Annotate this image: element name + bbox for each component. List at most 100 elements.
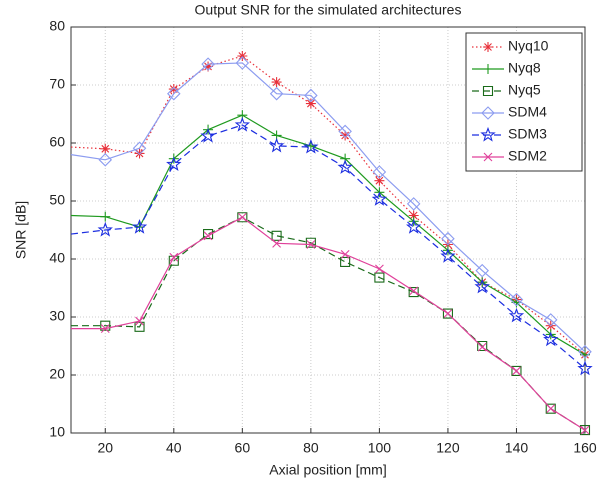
marker (543, 331, 559, 347)
marker (303, 139, 319, 154)
y-tick-label: 40 (49, 250, 65, 266)
x-axis-label: Axial position [mm] (269, 462, 386, 478)
marker (100, 320, 111, 331)
marker (338, 124, 352, 139)
marker (408, 210, 419, 221)
legend-marker (482, 85, 494, 97)
marker (405, 219, 422, 234)
marker (268, 137, 285, 153)
marker (545, 403, 556, 414)
marker (509, 292, 524, 307)
marker (237, 51, 248, 61)
marker (578, 345, 592, 359)
marker (235, 56, 250, 70)
marker (100, 211, 111, 222)
marker (272, 238, 281, 248)
marker (371, 191, 388, 206)
y-tick-label: 60 (49, 134, 65, 150)
chart-title: Output SNR for the simulated architectur… (195, 2, 462, 18)
marker (304, 88, 318, 103)
marker (200, 127, 216, 143)
marker (234, 116, 250, 132)
legend-label: Nyq5 (508, 82, 541, 98)
marker (443, 309, 453, 318)
marker (477, 342, 487, 352)
marker (131, 219, 148, 234)
x-tick-label: 40 (166, 440, 182, 456)
legend-marker (480, 126, 496, 142)
series-line (70, 62, 586, 353)
marker (406, 197, 421, 211)
legend-label: SDM3 (508, 126, 547, 142)
series-line (70, 124, 586, 370)
marker (475, 263, 489, 278)
x-tick-label: 140 (505, 440, 529, 456)
marker (374, 272, 385, 283)
marker (546, 404, 556, 414)
marker (201, 57, 215, 71)
marker (305, 98, 316, 109)
marker (508, 307, 525, 323)
marker (132, 141, 147, 155)
y-tick-label: 10 (49, 424, 65, 440)
marker (408, 287, 419, 298)
x-tick-label: 20 (97, 440, 113, 456)
marker (237, 212, 247, 222)
marker (374, 175, 385, 186)
marker (168, 84, 179, 95)
marker (167, 86, 181, 101)
x-tick-label: 60 (235, 440, 251, 456)
marker (543, 313, 558, 327)
plot-frame (70, 26, 586, 434)
marker (135, 316, 144, 326)
marker (579, 425, 591, 436)
marker (271, 230, 282, 241)
marker (375, 264, 384, 274)
legend-marker (483, 64, 493, 74)
marker (474, 278, 490, 294)
series-line (71, 216, 586, 431)
x-tick-label: 80 (303, 440, 319, 456)
marker (580, 425, 590, 435)
legend-marker (483, 42, 493, 52)
marker (203, 229, 214, 240)
marker (269, 86, 284, 101)
marker (100, 324, 110, 333)
marker (409, 286, 419, 296)
marker (169, 252, 179, 262)
marker (306, 240, 316, 249)
marker (203, 231, 213, 241)
marker (340, 130, 351, 141)
legend-label: SDM4 (508, 104, 547, 120)
legend-label: Nyq8 (508, 60, 541, 76)
y-tick-label: 80 (49, 18, 65, 34)
marker (237, 212, 248, 223)
x-tick-label: 160 (573, 440, 597, 456)
legend-label: SDM2 (508, 148, 547, 164)
legend-marker (483, 152, 493, 162)
marker (441, 231, 455, 246)
marker (97, 221, 113, 237)
y-tick-label: 20 (49, 366, 65, 382)
series-line (70, 114, 586, 356)
y-tick-label: 50 (49, 192, 65, 208)
marker (340, 256, 351, 267)
legend-marker (481, 106, 495, 120)
marker (203, 61, 214, 72)
x-tick-label: 100 (368, 440, 392, 456)
marker (100, 143, 111, 154)
marker (372, 165, 387, 179)
y-tick-label: 30 (49, 308, 65, 324)
marker (337, 159, 353, 174)
marker (577, 360, 593, 376)
marker (166, 156, 182, 171)
marker (340, 249, 350, 259)
marker (440, 248, 456, 263)
marker (98, 153, 113, 167)
marker (271, 77, 282, 88)
y-tick-label: 70 (49, 76, 65, 92)
marker (512, 366, 521, 376)
x-tick-label: 120 (436, 440, 460, 456)
